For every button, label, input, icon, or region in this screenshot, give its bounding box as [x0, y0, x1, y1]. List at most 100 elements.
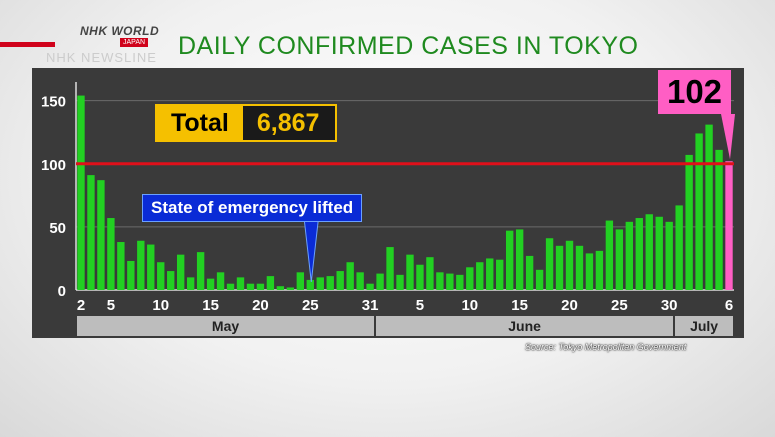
x-tick-label: 25 [611, 297, 628, 314]
bar [416, 264, 424, 290]
bar [107, 218, 115, 290]
bar [575, 245, 584, 290]
bar [535, 269, 544, 290]
bar [456, 274, 464, 290]
logo-program: NHK NEWSLINE [46, 50, 157, 65]
bar [625, 221, 634, 290]
bar [186, 277, 195, 290]
bar [525, 255, 534, 290]
bar [87, 175, 95, 290]
bar [226, 283, 235, 290]
x-tick-label: 25 [302, 297, 319, 314]
bar [436, 272, 444, 290]
total-value: 6,867 [242, 106, 336, 140]
bar [147, 244, 155, 290]
bar [376, 273, 384, 290]
bar [127, 260, 135, 290]
bar [505, 230, 514, 290]
x-tick-label: 15 [202, 297, 219, 314]
chart-title: DAILY CONFIRMED CASES IN TOKYO [178, 32, 639, 60]
bar [97, 180, 105, 290]
x-tick-label: 20 [252, 297, 269, 314]
bar [446, 273, 454, 290]
bar [595, 250, 604, 290]
bar [276, 286, 285, 290]
bar [386, 247, 394, 290]
month-label-may: May [77, 316, 375, 336]
bar [206, 278, 215, 290]
bar [655, 216, 663, 290]
y-tick-label: 150 [41, 94, 66, 111]
x-tick-label: 2 [77, 297, 85, 314]
bar [565, 240, 574, 290]
bar [137, 240, 145, 290]
bar [705, 124, 713, 290]
bar-latest [725, 161, 733, 290]
bar [406, 254, 414, 290]
badge-pointer [721, 114, 736, 160]
bar [585, 253, 594, 290]
bar [715, 149, 723, 290]
x-tick-label: 10 [152, 297, 169, 314]
bar [306, 279, 314, 290]
x-tick-label: 31 [362, 297, 379, 314]
bar [176, 254, 185, 290]
bar [496, 259, 504, 290]
bar [476, 262, 484, 290]
bar [346, 262, 354, 290]
logo-red-bar [0, 42, 55, 47]
y-tick-label: 0 [58, 283, 66, 300]
bar [466, 267, 474, 290]
bar [426, 257, 434, 290]
bar [316, 277, 324, 290]
bar [266, 276, 275, 290]
bar [157, 262, 165, 290]
latest-value-badge: 102 [658, 70, 731, 114]
total-box: Total 6,867 [155, 104, 338, 142]
bar [326, 276, 334, 290]
bar [246, 283, 255, 290]
x-tick-label: 20 [561, 297, 578, 314]
bar [117, 242, 125, 290]
bar [545, 238, 554, 290]
bar [296, 272, 305, 290]
bar [216, 272, 225, 290]
source-note: Source: Tokyo Metropolitan Government [525, 342, 687, 352]
x-tick-label: 5 [416, 297, 424, 314]
bar [396, 274, 404, 290]
bar [675, 205, 683, 290]
bar [167, 271, 175, 290]
bar [196, 252, 205, 290]
x-tick-label: 30 [661, 297, 678, 314]
bar [256, 283, 265, 290]
bar [286, 287, 295, 290]
nhk-world-logo: NHK WORLD JAPAN NHK NEWSLINE [0, 22, 170, 70]
bar [336, 271, 344, 290]
bar [645, 214, 653, 290]
x-tick-label: 6 [725, 297, 733, 314]
x-tick-label: 5 [107, 297, 115, 314]
logo-brand: NHK WORLD [80, 24, 160, 38]
bar [685, 154, 693, 290]
x-tick-label: 15 [511, 297, 528, 314]
x-tick-label: 10 [461, 297, 478, 314]
month-label-july: July [675, 316, 733, 336]
emergency-lifted-callout: State of emergency lifted [142, 194, 363, 222]
logo-japan: JAPAN [120, 38, 149, 47]
bar [366, 283, 374, 290]
bar [77, 95, 85, 290]
bar [515, 229, 524, 290]
callout-pointer [303, 219, 319, 282]
total-label: Total [157, 106, 243, 140]
month-label-june: June [376, 316, 674, 336]
y-tick-label: 100 [41, 157, 66, 174]
bar [615, 229, 624, 290]
bar [356, 272, 364, 290]
bar [635, 218, 643, 290]
bar [665, 221, 673, 290]
bar [695, 133, 703, 290]
bar [555, 245, 564, 290]
bar [605, 220, 614, 290]
y-tick-label: 50 [49, 220, 66, 237]
